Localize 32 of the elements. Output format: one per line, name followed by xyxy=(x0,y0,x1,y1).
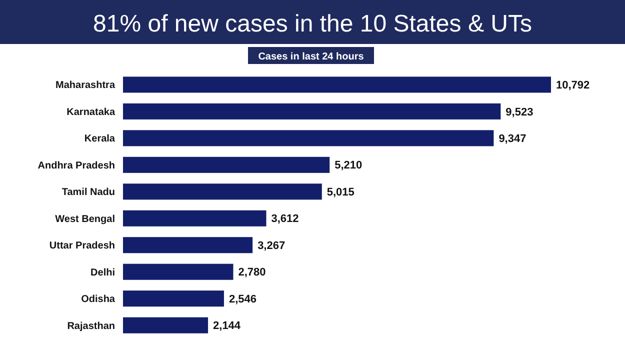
data-label: 10,792 xyxy=(556,80,590,92)
y-tick-label: West Bengal xyxy=(55,214,116,225)
y-tick-label: Karnataka xyxy=(66,106,116,118)
bar xyxy=(123,103,501,120)
bar xyxy=(123,317,208,334)
bar xyxy=(123,210,266,226)
y-tick-label: Kerala xyxy=(84,134,116,145)
data-label: 2,546 xyxy=(228,293,257,306)
bar xyxy=(123,130,494,146)
bar xyxy=(123,264,234,280)
data-label: 9,523 xyxy=(506,106,534,118)
bar xyxy=(123,184,322,200)
y-tick-label: Uttar Pradesh xyxy=(49,240,115,252)
y-tick-label: Andhra Pradesh xyxy=(38,160,115,172)
y-tick-label: Odisha xyxy=(81,294,116,306)
bar xyxy=(123,237,253,254)
chart-title: 81% of new cases in the 10 States & UTs xyxy=(93,10,532,38)
bar xyxy=(123,156,330,173)
data-label: 3,267 xyxy=(258,240,286,252)
y-tick-label: Delhi xyxy=(90,267,116,278)
y-tick-label: Rajasthan xyxy=(67,320,115,332)
data-label: 9,347 xyxy=(498,133,526,146)
data-label: 3,612 xyxy=(271,213,299,226)
y-tick-label: Maharashtra xyxy=(56,80,116,92)
data-label: 5,210 xyxy=(334,160,362,172)
bar xyxy=(123,76,551,93)
bar xyxy=(123,290,224,307)
data-label: 5,015 xyxy=(326,186,354,198)
y-tick-label: Tamil Nadu xyxy=(62,187,115,198)
data-label: 2,780 xyxy=(238,266,266,279)
chart-subtitle: Cases in last 24 hours xyxy=(258,52,364,62)
data-label: 2,144 xyxy=(213,320,242,332)
